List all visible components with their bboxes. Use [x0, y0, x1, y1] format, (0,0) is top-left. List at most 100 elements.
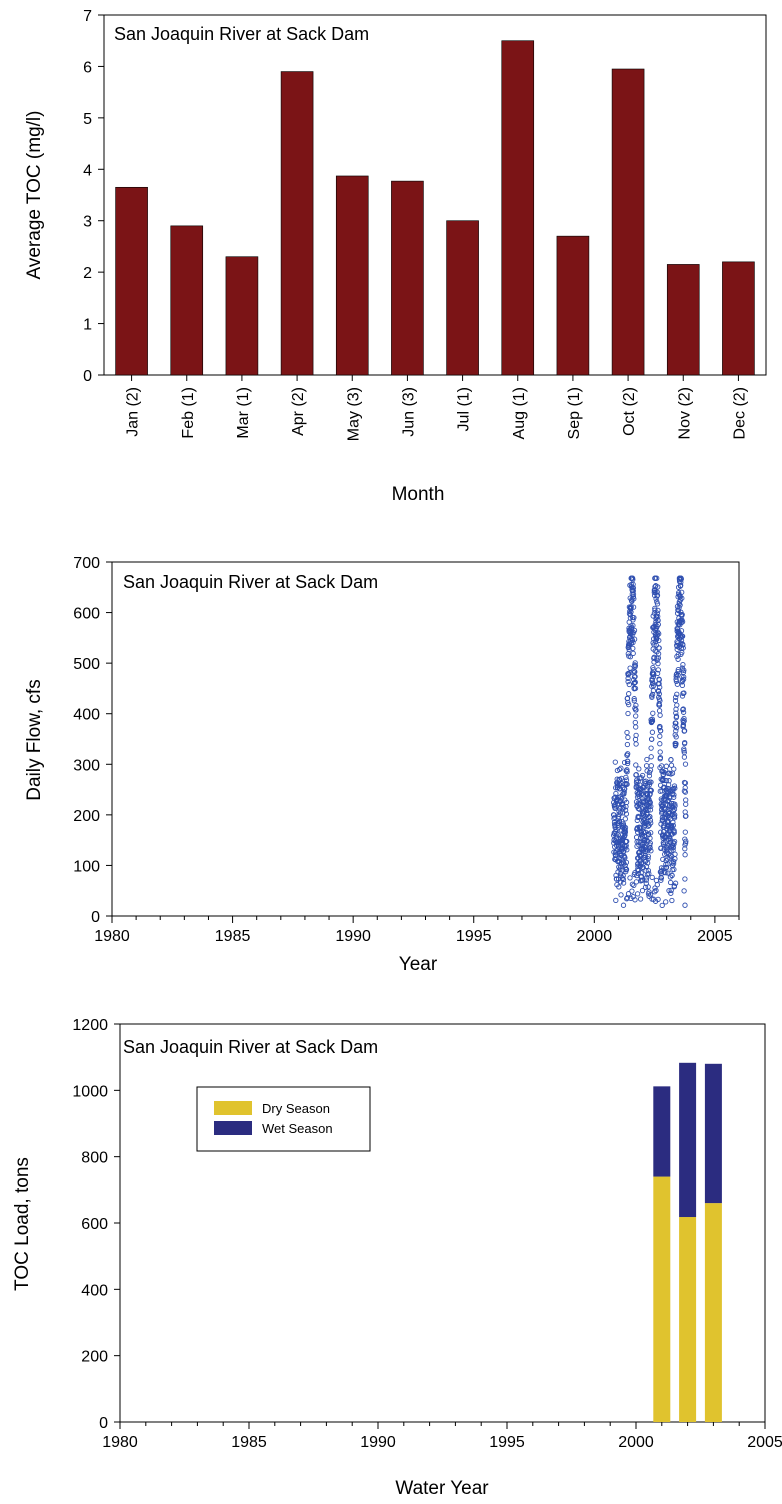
- flow-point: [680, 706, 686, 712]
- flow-point: [632, 719, 638, 726]
- flow-point: [646, 870, 652, 877]
- flow-point: [654, 575, 660, 581]
- flow-point: [612, 814, 618, 821]
- flow-point: [678, 582, 684, 589]
- x-tick-label: 1980: [102, 1434, 138, 1451]
- flow-point: [654, 589, 660, 595]
- flow-point: [650, 664, 656, 671]
- y-tick-label: 200: [81, 1349, 108, 1366]
- flow-point: [657, 712, 663, 718]
- flow-point: [654, 632, 661, 638]
- flow-point: [672, 851, 678, 857]
- flow-point: [679, 633, 686, 639]
- flow-point: [649, 736, 655, 742]
- legend-label-dry: Dry Season: [262, 1101, 330, 1116]
- flow-point: [629, 881, 636, 887]
- flow-point: [681, 715, 687, 722]
- x-axis-label: Year: [399, 954, 438, 975]
- flow-point: [656, 631, 662, 637]
- y-tick-label: 1: [83, 317, 92, 334]
- flow-point: [647, 835, 653, 841]
- flow-point: [681, 754, 688, 760]
- flow-point: [618, 892, 624, 898]
- flow-point: [627, 654, 634, 660]
- flow-point: [656, 645, 662, 651]
- flow-point: [670, 822, 676, 829]
- legend: Dry Season Wet Season: [196, 1086, 371, 1152]
- x-tick-label: Aug (1): [511, 387, 528, 439]
- flow-point: [647, 791, 653, 797]
- x-tick-label: 2005: [747, 1434, 782, 1451]
- flow-point: [683, 813, 689, 819]
- flow-point: [639, 887, 646, 894]
- flow-point: [648, 803, 654, 810]
- flow-point: [680, 645, 686, 651]
- flow-point: [626, 691, 632, 697]
- flow-point: [637, 896, 644, 902]
- flow-point: [679, 611, 685, 618]
- flow-point: [682, 840, 689, 846]
- flow-point: [648, 848, 654, 854]
- flow-point: [658, 877, 664, 883]
- flow-point: [672, 785, 678, 791]
- bar: [170, 225, 204, 376]
- flow-point: [674, 691, 680, 697]
- legend-label-wet: Wet Season: [262, 1121, 333, 1136]
- flow-point: [622, 827, 628, 833]
- flow-point: [671, 792, 677, 798]
- y-tick-label: 700: [73, 555, 100, 572]
- flow-point: [631, 882, 637, 889]
- flow-point: [678, 576, 684, 582]
- flow-point: [655, 584, 661, 590]
- flow-point: [679, 682, 686, 689]
- flow-point: [679, 649, 685, 656]
- y-tick-label: 6: [83, 59, 92, 76]
- y-tick-label: 3: [83, 214, 92, 231]
- flow-point: [654, 599, 660, 605]
- flow-point: [681, 690, 687, 696]
- flow-point: [627, 608, 633, 614]
- flow-point: [631, 627, 638, 634]
- flow-point: [625, 710, 631, 717]
- flow-point: [671, 884, 677, 890]
- bar: [391, 180, 424, 376]
- flow-point: [624, 781, 630, 787]
- flow-point: [643, 877, 650, 883]
- x-tick-label: May (3): [345, 387, 362, 441]
- flow-point: [614, 830, 620, 837]
- flow-point: [646, 893, 652, 899]
- flow-point: [657, 741, 663, 747]
- bar: [446, 220, 479, 376]
- flow-point: [678, 619, 685, 626]
- flow-point: [622, 816, 628, 822]
- x-axis-label: Water Year: [395, 1478, 489, 1499]
- flow-point: [660, 777, 666, 784]
- flow-point: [670, 819, 676, 826]
- flow-point: [655, 621, 661, 628]
- flow-point: [683, 838, 689, 844]
- flow-point: [671, 838, 678, 845]
- x-tick-label: 2000: [577, 928, 613, 945]
- flow-point: [623, 774, 629, 781]
- x-tick-label: 1995: [456, 928, 492, 945]
- flow-point: [627, 665, 633, 671]
- flow-point: [621, 823, 627, 830]
- flow-point: [655, 651, 662, 657]
- flow-point: [624, 741, 631, 748]
- x-tick-label: Apr (2): [290, 387, 307, 436]
- flow-point: [650, 680, 656, 686]
- flow-point: [620, 873, 626, 879]
- flow-point: [648, 830, 654, 836]
- flow-point: [621, 789, 627, 795]
- flow-point: [625, 751, 631, 757]
- flow-point: [650, 683, 657, 689]
- flow-point: [648, 754, 654, 760]
- flow-point: [616, 818, 623, 824]
- flow-point: [626, 681, 632, 688]
- chart-title: San Joaquin River at Sack Dam: [123, 1037, 378, 1057]
- x-tick-label: Jun (3): [400, 387, 417, 437]
- flow-point: [672, 803, 678, 809]
- flow-point: [617, 810, 624, 816]
- flow-point: [671, 806, 678, 812]
- flow-point: [647, 799, 653, 806]
